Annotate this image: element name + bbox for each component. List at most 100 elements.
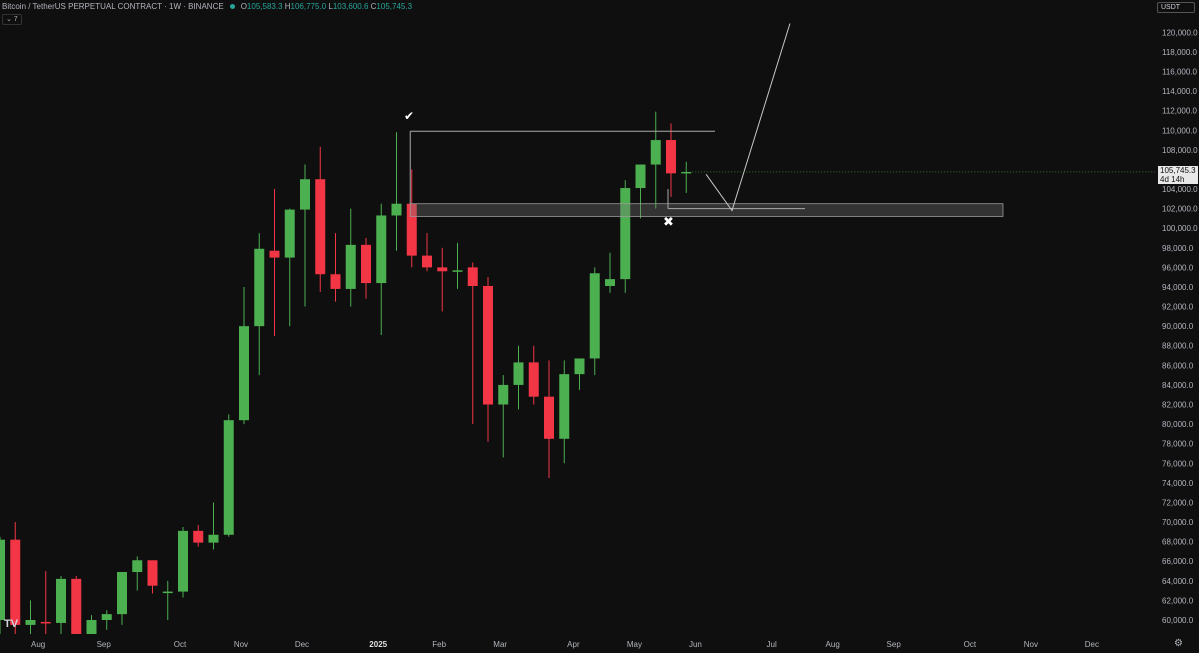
price-tick-label: 116,000.0 — [1162, 67, 1198, 76]
candle-body-down[interactable] — [361, 244, 371, 284]
candle-body-up[interactable] — [284, 209, 295, 258]
price-tick-label: 94,000.0 — [1162, 283, 1194, 292]
price-tick-label: 84,000.0 — [1162, 381, 1194, 390]
candle-body-up[interactable] — [56, 578, 66, 623]
candle-body-down[interactable] — [10, 539, 21, 625]
drawings-group: ✔✖ — [404, 23, 1155, 230]
settings-icon[interactable]: ⚙ — [1174, 638, 1183, 649]
price-tick-label: 70,000.0 — [1162, 518, 1194, 527]
candle-body-down[interactable] — [422, 255, 432, 268]
price-axis[interactable]: 60,000.0 62,000.0 64,000.0 66,000.0 68,000.0… — [1156, 0, 1199, 634]
high-label: H — [284, 2, 291, 11]
indicators-toggle-button[interactable]: ⌄ 7 — [2, 14, 22, 25]
candle-body-up[interactable] — [559, 374, 570, 439]
check-mark-icon: ✔ — [404, 109, 414, 123]
candle-body-down[interactable] — [406, 203, 417, 256]
price-tick-label: 108,000.0 — [1162, 146, 1198, 155]
candle-body-up[interactable] — [605, 279, 615, 286]
price-tick-label: 80,000.0 — [1162, 420, 1194, 429]
price-tick-label: 120,000.0 — [1162, 28, 1198, 37]
time-tick-label: Aug — [826, 640, 840, 649]
price-tick-label: 72,000.0 — [1162, 498, 1194, 507]
price-tick-label: 110,000.0 — [1162, 126, 1198, 135]
symbol-title[interactable]: Bitcoin / TetherUS PERPETUAL CONTRACT · … — [2, 2, 224, 11]
bar-countdown: 4d 14h — [1160, 175, 1185, 184]
candle-body-up[interactable] — [498, 384, 509, 405]
price-tick-label: 78,000.0 — [1162, 440, 1194, 449]
price-tick-label: 62,000.0 — [1162, 596, 1194, 605]
ohlc-values: O105,583.3 H106,775.0 L103,600.6 C105,74… — [241, 2, 412, 11]
candle-body-up[interactable] — [132, 560, 143, 573]
candle-body-up[interactable] — [178, 530, 188, 592]
time-tick-label: Nov — [234, 640, 248, 649]
price-tick-label: 96,000.0 — [1162, 263, 1194, 272]
price-tick-label: 102,000.0 — [1162, 205, 1198, 214]
candle-body-down[interactable] — [330, 274, 341, 289]
tradingview-logo[interactable]: TV — [4, 618, 19, 630]
candle-body-up[interactable] — [681, 171, 692, 174]
candle-body-up[interactable] — [223, 420, 234, 535]
price-tick-label: 114,000.0 — [1162, 87, 1198, 96]
time-tick-label: Apr — [567, 640, 580, 649]
candle-body-up[interactable] — [254, 248, 265, 327]
time-tick-label: Dec — [1085, 640, 1099, 649]
candle-body-up[interactable] — [239, 326, 249, 421]
time-tick-label: Sep — [97, 640, 112, 649]
price-tick-label: 82,000.0 — [1162, 401, 1194, 410]
time-tick-label: Feb — [432, 640, 446, 649]
candle-body-down[interactable] — [467, 267, 478, 286]
candle-body-up[interactable] — [300, 179, 310, 210]
candle-body-down[interactable] — [193, 530, 204, 543]
time-tick-label: Dec — [295, 640, 309, 649]
currency-button[interactable]: USDT — [1157, 2, 1195, 13]
last-price-value: 105,745.3 — [1160, 166, 1196, 175]
candle-body-up[interactable] — [345, 244, 356, 289]
candle-body-up[interactable] — [620, 188, 631, 280]
candle-body-up[interactable] — [513, 362, 524, 385]
candle-body-up[interactable] — [452, 270, 463, 272]
low-value: 103,600.6 — [332, 2, 369, 11]
candle-body-down[interactable] — [71, 578, 82, 634]
price-tick-label: 64,000.0 — [1162, 577, 1194, 586]
candle-body-down[interactable] — [147, 560, 158, 586]
candle-body-up[interactable] — [0, 539, 5, 620]
last-price-label: 105,745.3 4d 14h — [1158, 166, 1198, 184]
candle-body-up[interactable] — [391, 203, 402, 216]
time-axis[interactable]: Aug Sep Oct Nov Dec 2025 Feb Mar Apr May Jun Jul Aug… — [31, 640, 1099, 649]
candle-body-up[interactable] — [101, 614, 112, 620]
candle-body-up[interactable] — [208, 534, 219, 543]
close-label: C — [370, 2, 377, 11]
candle-body-up[interactable] — [376, 215, 387, 284]
candle-body-up[interactable] — [650, 140, 661, 165]
symbol-header: Bitcoin / TetherUS PERPETUAL CONTRACT · … — [2, 2, 412, 11]
market-status-icon — [229, 4, 235, 9]
candle-body-down[interactable] — [315, 179, 326, 275]
price-tick-label: 100,000.0 — [1162, 224, 1198, 233]
candle-body-up[interactable] — [574, 358, 585, 375]
candle-body-down[interactable] — [269, 250, 280, 258]
candle-body-down[interactable] — [483, 285, 493, 405]
close-value: 105,745.3 — [376, 2, 413, 11]
price-tick-label: 76,000.0 — [1162, 459, 1194, 468]
time-tick-label: Mar — [493, 640, 507, 649]
candle-body-up[interactable] — [117, 572, 127, 615]
candle-body-up[interactable] — [635, 164, 646, 189]
projection-path[interactable] — [705, 23, 791, 212]
price-axis-background — [1156, 0, 1199, 634]
candle-body-up[interactable] — [86, 620, 97, 634]
price-tick-label: 74,000.0 — [1162, 479, 1194, 488]
low-label: L — [328, 2, 333, 11]
candle-body-up[interactable] — [25, 620, 36, 625]
price-tick-label: 112,000.0 — [1162, 107, 1198, 116]
candle-body-down[interactable] — [666, 140, 676, 174]
price-tick-label: 90,000.0 — [1162, 322, 1194, 331]
candle-body-down[interactable] — [544, 396, 554, 439]
candle-body-down[interactable] — [437, 267, 448, 272]
candle-body-down[interactable] — [528, 362, 539, 397]
price-tick-label: 88,000.0 — [1162, 342, 1194, 351]
candle-body-down[interactable] — [40, 621, 51, 624]
candle-body-up[interactable] — [162, 591, 173, 594]
support-zone[interactable] — [409, 203, 1004, 217]
candle-body-up[interactable] — [589, 273, 600, 359]
